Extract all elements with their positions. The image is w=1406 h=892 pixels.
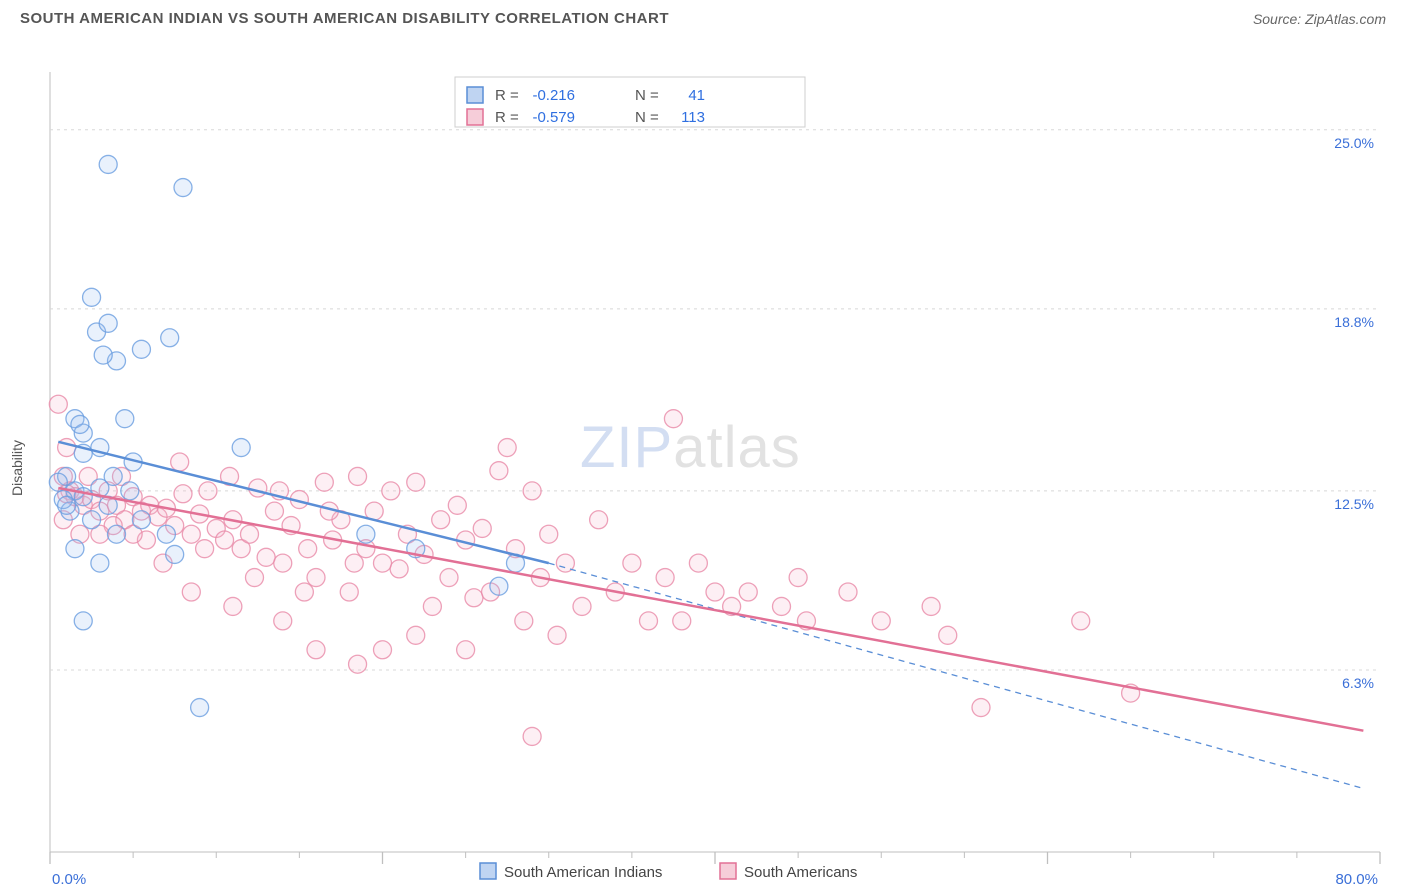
svg-text:-0.216: -0.216 xyxy=(532,87,575,104)
scatter-chart: 6.3% 12.5% 18.8% 25.0% 0.0% 80.0% Disability ZI… xyxy=(0,27,1406,887)
svg-text:South Americans: South Americans xyxy=(744,864,857,881)
svg-text:Disability: Disability xyxy=(9,440,25,496)
svg-text:ZIPatlas: ZIPatlas xyxy=(580,415,801,480)
svg-text:N =: N = xyxy=(635,87,659,104)
svg-text:12.5%: 12.5% xyxy=(1334,496,1374,512)
svg-text:113: 113 xyxy=(681,109,705,126)
svg-text:18.8%: 18.8% xyxy=(1334,314,1374,330)
chart-title: SOUTH AMERICAN INDIAN VS SOUTH AMERICAN … xyxy=(20,10,669,27)
svg-text:6.3%: 6.3% xyxy=(1342,675,1374,691)
svg-text:41: 41 xyxy=(688,87,705,104)
source-attribution: Source: ZipAtlas.com xyxy=(1253,11,1386,27)
svg-text:80.0%: 80.0% xyxy=(1335,871,1378,887)
chart-container: 6.3%12.5%18.8%25.0%0.0%80.0%DisabilityZI… xyxy=(0,27,1406,877)
svg-text:25.0%: 25.0% xyxy=(1334,135,1374,151)
svg-text:N =: N = xyxy=(635,109,659,126)
svg-text:-0.579: -0.579 xyxy=(532,109,575,126)
svg-text:0.0%: 0.0% xyxy=(52,871,86,887)
svg-text:R =: R = xyxy=(495,109,519,126)
svg-text:R =: R = xyxy=(495,87,519,104)
source-link[interactable]: ZipAtlas.com xyxy=(1305,11,1386,27)
svg-text:South American Indians: South American Indians xyxy=(504,864,662,881)
source-prefix: Source: xyxy=(1253,11,1305,27)
